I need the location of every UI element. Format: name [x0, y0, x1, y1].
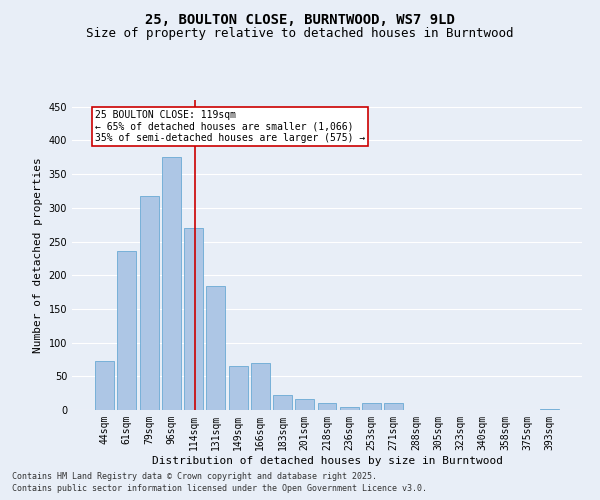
Text: 25, BOULTON CLOSE, BURNTWOOD, WS7 9LD: 25, BOULTON CLOSE, BURNTWOOD, WS7 9LD [145, 12, 455, 26]
Text: 25 BOULTON CLOSE: 119sqm
← 65% of detached houses are smaller (1,066)
35% of sem: 25 BOULTON CLOSE: 119sqm ← 65% of detach… [95, 110, 365, 144]
Bar [162, 158, 181, 410]
Bar [295, 398, 314, 410]
Text: Size of property relative to detached houses in Burntwood: Size of property relative to detached ho… [86, 28, 514, 40]
Text: Contains HM Land Registry data © Crown copyright and database right 2025.: Contains HM Land Registry data © Crown c… [12, 472, 377, 481]
Y-axis label: Number of detached properties: Number of detached properties [33, 157, 43, 353]
Text: Contains public sector information licensed under the Open Government Licence v3: Contains public sector information licen… [12, 484, 427, 493]
X-axis label: Distribution of detached houses by size in Burntwood: Distribution of detached houses by size … [151, 456, 503, 466]
Bar [118, 251, 136, 410]
Bar [140, 196, 158, 410]
Bar [95, 362, 114, 410]
Bar [340, 406, 359, 410]
Bar [184, 228, 203, 410]
Bar [362, 404, 381, 410]
Bar [229, 366, 248, 410]
Bar [251, 363, 270, 410]
Bar [317, 404, 337, 410]
Bar [273, 395, 292, 410]
Bar [384, 404, 403, 410]
Bar [206, 286, 225, 410]
